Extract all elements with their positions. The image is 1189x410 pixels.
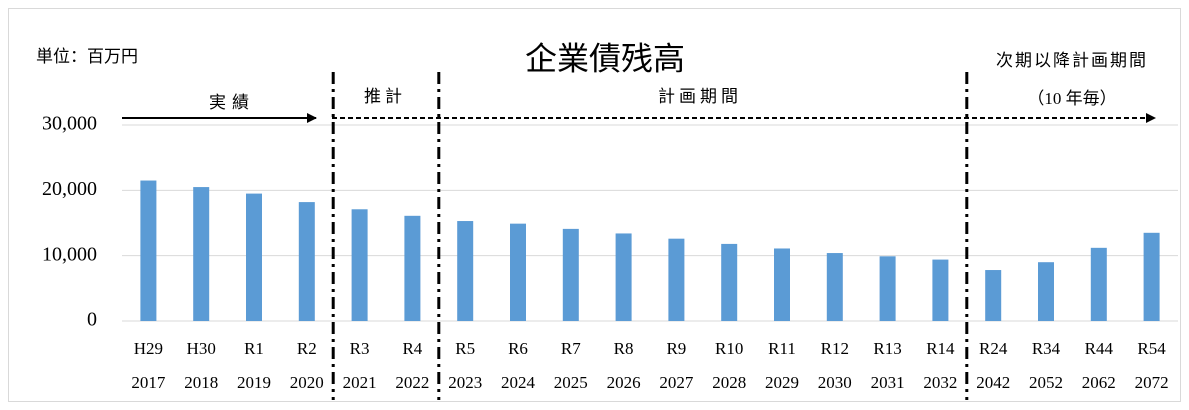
x-tick-label: R5 <box>455 339 475 358</box>
x-tick-label: H29 <box>134 339 163 358</box>
x-tick-label: R14 <box>926 339 955 358</box>
bar <box>1038 262 1054 321</box>
x-tick-label: 2028 <box>712 373 746 392</box>
x-tick-label: 2030 <box>818 373 852 392</box>
x-tick-label: R2 <box>297 339 317 358</box>
section-label: （10 年毎） <box>1027 89 1116 108</box>
x-tick-label: R11 <box>768 339 796 358</box>
x-tick-label: 2027 <box>659 373 694 392</box>
x-tick-label: 2018 <box>184 373 218 392</box>
x-tick-label: R44 <box>1085 339 1114 358</box>
bar <box>985 270 1002 321</box>
x-tick-label: R12 <box>821 339 849 358</box>
x-tick-label: H30 <box>187 339 216 358</box>
x-tick-label: R10 <box>715 339 743 358</box>
bar <box>457 221 474 321</box>
bar <box>351 209 368 321</box>
bar <box>562 228 579 321</box>
section-label: 計画期間 <box>658 87 742 106</box>
x-tick-label: R34 <box>1032 339 1061 358</box>
bar <box>510 223 526 321</box>
bar <box>932 259 949 321</box>
x-tick-label: 2072 <box>1135 373 1169 392</box>
x-tick-label: R1 <box>244 339 264 358</box>
x-tick-label: 2062 <box>1082 373 1116 392</box>
x-tick-label: 2024 <box>501 373 536 392</box>
section-label: 実績 <box>209 93 255 112</box>
x-tick-label: R8 <box>614 339 634 358</box>
y-tick-label: 30,000 <box>42 113 97 135</box>
x-tick-label: R7 <box>561 339 581 358</box>
y-tick-label: 10,000 <box>42 243 97 265</box>
bar <box>615 233 632 321</box>
unit-label: 単位：百万円 <box>36 47 138 66</box>
x-tick-label: 2042 <box>976 373 1010 392</box>
bar <box>1090 247 1107 321</box>
x-tick-label: 2052 <box>1029 373 1063 392</box>
x-tick-label: 2026 <box>607 373 641 392</box>
bar <box>298 202 315 321</box>
x-tick-label: R6 <box>508 339 528 358</box>
x-tick-label: R9 <box>666 339 686 358</box>
y-tick-label: 0 <box>87 309 97 331</box>
x-tick-label: R24 <box>979 339 1008 358</box>
bar <box>140 180 157 321</box>
x-tick-label: 2020 <box>290 373 324 392</box>
x-tick-label: 2021 <box>343 373 377 392</box>
bar <box>668 238 685 321</box>
x-tick-label: R13 <box>873 339 901 358</box>
x-tick-label: 2019 <box>237 373 271 392</box>
x-tick-label: R4 <box>402 339 422 358</box>
bar <box>246 193 262 321</box>
x-tick-label: R54 <box>1137 339 1166 358</box>
x-tick-label: 2025 <box>554 373 588 392</box>
x-tick-label: 2032 <box>923 373 957 392</box>
x-tick-label: 2031 <box>871 373 905 392</box>
section-label: 次期以降計画期間 <box>996 51 1148 70</box>
x-tick-label: 2023 <box>448 373 482 392</box>
bar <box>404 215 421 321</box>
bar <box>721 243 738 321</box>
x-tick-label: R3 <box>350 339 370 358</box>
x-tick-label: 2017 <box>131 373 166 392</box>
bar <box>879 256 896 321</box>
bar <box>193 187 210 321</box>
chart-title: 企業債残高 <box>525 40 685 76</box>
y-tick-label: 20,000 <box>42 178 97 200</box>
section-label: 推計 <box>364 87 406 106</box>
x-tick-label: 2022 <box>395 373 429 392</box>
bar <box>826 253 843 321</box>
bar <box>774 248 790 321</box>
chart-border <box>8 8 1181 402</box>
bar <box>1143 232 1160 321</box>
x-tick-label: 2029 <box>765 373 799 392</box>
